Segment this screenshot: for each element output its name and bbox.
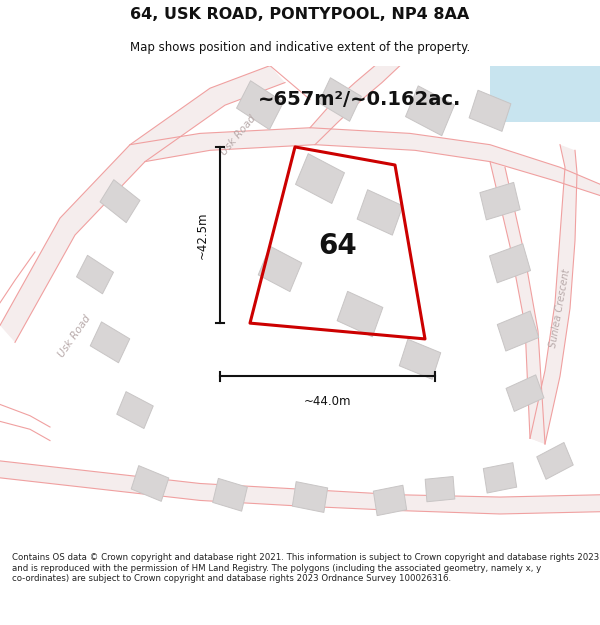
Text: Usk Road: Usk Road [57, 314, 93, 359]
Text: ~44.0m: ~44.0m [304, 394, 351, 408]
Text: ~657m²/~0.162ac.: ~657m²/~0.162ac. [259, 90, 461, 109]
Text: Usk Road: Usk Road [218, 114, 257, 158]
Text: 64, USK ROAD, PONTYPOOL, NP4 8AA: 64, USK ROAD, PONTYPOOL, NP4 8AA [130, 7, 470, 22]
Text: 64: 64 [319, 232, 358, 261]
Text: ~42.5m: ~42.5m [196, 211, 209, 259]
Text: Sunlea Crescent: Sunlea Crescent [548, 268, 572, 349]
Text: Contains OS data © Crown copyright and database right 2021. This information is : Contains OS data © Crown copyright and d… [12, 553, 599, 583]
Text: Map shows position and indicative extent of the property.: Map shows position and indicative extent… [130, 41, 470, 54]
